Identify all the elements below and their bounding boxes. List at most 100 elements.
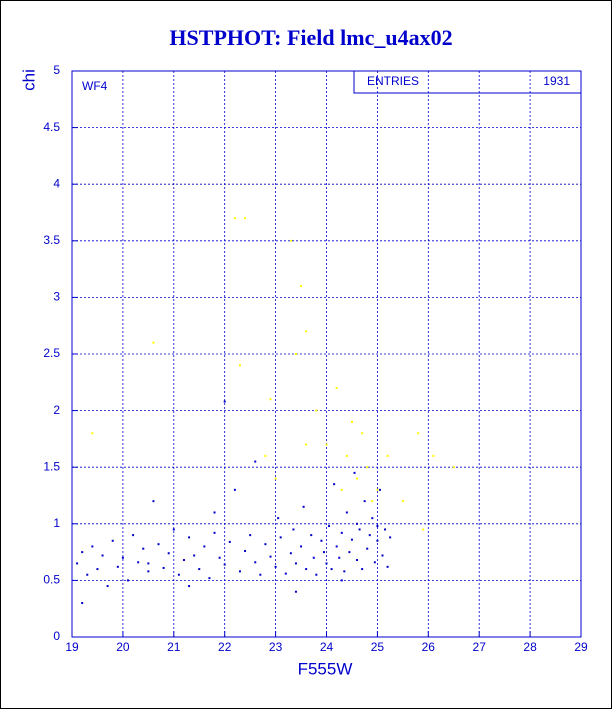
point xyxy=(147,570,150,573)
x-axis-label: F555W xyxy=(298,659,353,678)
x-tick-label: 28 xyxy=(523,640,537,654)
point xyxy=(356,522,359,525)
point xyxy=(345,454,348,457)
point xyxy=(343,570,346,573)
point xyxy=(264,454,267,457)
point xyxy=(218,556,221,559)
stats-label: ENTRIES xyxy=(367,74,419,88)
point xyxy=(305,330,308,333)
point xyxy=(340,488,343,491)
point xyxy=(101,554,104,557)
y-axis-label: chi xyxy=(19,69,38,91)
point xyxy=(188,536,191,539)
point xyxy=(292,528,295,531)
point xyxy=(432,454,435,457)
y-tick-label: 3 xyxy=(53,290,60,304)
y-tick-label: 2 xyxy=(53,403,60,417)
point xyxy=(361,568,364,571)
point xyxy=(325,443,328,446)
point xyxy=(121,556,124,559)
point xyxy=(376,525,379,528)
point xyxy=(320,539,323,542)
point xyxy=(223,400,226,403)
point xyxy=(289,552,292,555)
point xyxy=(81,551,84,554)
point xyxy=(305,443,308,446)
point xyxy=(386,565,389,568)
point xyxy=(264,543,267,546)
plot-frame xyxy=(71,70,582,638)
x-tick-label: 24 xyxy=(320,640,334,654)
point xyxy=(228,540,231,543)
x-tick-label: 21 xyxy=(167,640,181,654)
point xyxy=(315,573,318,576)
point xyxy=(167,552,170,555)
point xyxy=(81,602,84,605)
point xyxy=(157,543,160,546)
y-tick-label: 1 xyxy=(53,516,60,530)
point xyxy=(111,539,114,542)
chart-title: HSTPHOT: Field lmc_u4ax02 xyxy=(169,25,452,50)
point xyxy=(269,555,272,558)
point xyxy=(315,409,318,412)
point xyxy=(340,531,343,534)
point xyxy=(294,562,297,565)
point xyxy=(152,500,155,503)
point xyxy=(203,545,206,548)
point xyxy=(350,420,353,423)
point xyxy=(213,511,216,514)
point xyxy=(363,500,366,503)
point xyxy=(348,551,351,554)
point xyxy=(254,460,257,463)
point xyxy=(350,538,353,541)
x-tick-label: 25 xyxy=(371,640,385,654)
point xyxy=(376,539,379,542)
point xyxy=(330,568,333,571)
point xyxy=(381,554,384,557)
point xyxy=(249,534,252,537)
point xyxy=(335,545,338,548)
y-tick-label: 0.5 xyxy=(43,573,60,587)
point xyxy=(233,488,236,491)
point xyxy=(244,549,247,552)
point xyxy=(244,217,247,220)
point xyxy=(137,561,140,564)
point xyxy=(373,561,376,564)
point xyxy=(279,536,282,539)
point xyxy=(182,559,185,562)
point xyxy=(356,477,359,480)
point xyxy=(300,545,303,548)
point xyxy=(368,534,371,537)
x-tick-label: 23 xyxy=(269,640,283,654)
point xyxy=(294,590,297,593)
point xyxy=(274,477,277,480)
point xyxy=(345,511,348,514)
point xyxy=(172,528,175,531)
point xyxy=(106,585,109,588)
x-tick-label: 26 xyxy=(422,640,436,654)
point xyxy=(302,505,305,508)
point xyxy=(335,386,338,389)
point xyxy=(91,432,94,435)
point xyxy=(310,534,313,537)
panel-label: WF4 xyxy=(82,79,108,93)
point xyxy=(371,500,374,503)
point xyxy=(417,432,420,435)
point xyxy=(259,573,262,576)
point xyxy=(162,566,165,569)
point xyxy=(116,565,119,568)
point xyxy=(366,547,369,550)
y-tick-label: 3.5 xyxy=(43,233,60,247)
x-tick-label: 29 xyxy=(574,640,588,654)
point xyxy=(126,579,129,582)
point xyxy=(277,517,280,520)
point xyxy=(358,528,361,531)
point xyxy=(193,554,196,557)
stats-value: 1931 xyxy=(543,74,570,88)
point xyxy=(91,545,94,548)
point xyxy=(325,562,328,565)
point xyxy=(289,239,292,242)
point xyxy=(340,579,343,582)
